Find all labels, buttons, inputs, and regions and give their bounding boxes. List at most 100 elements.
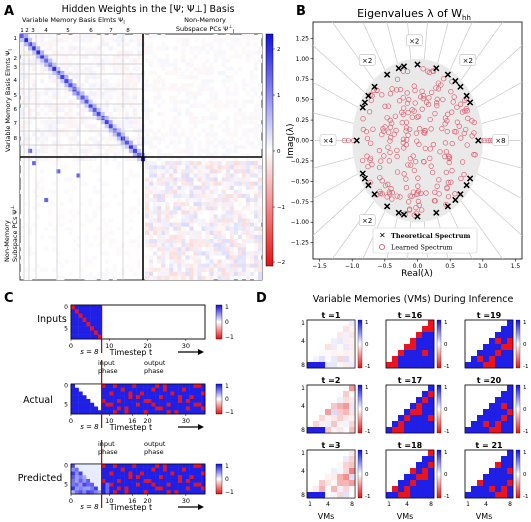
- panel-a-cell: [209, 161, 214, 166]
- panel-c-cell: [178, 384, 183, 388]
- panel-a-cell: [201, 66, 206, 71]
- panel-a-cell: [257, 144, 263, 149]
- panel-c-cell: [120, 475, 125, 480]
- panel-a-cell: [253, 116, 259, 121]
- panel-a-cell: [68, 62, 73, 67]
- panel-a-row-tick: 7: [14, 121, 18, 127]
- panel-d-cell: [319, 350, 326, 357]
- panel-a-cell: [44, 34, 49, 39]
- panel-a-cell: [157, 95, 162, 100]
- panel-a-cell: [72, 34, 77, 39]
- panel-a-cell: [28, 99, 33, 104]
- panel-a-cell: [237, 124, 242, 129]
- panel-c-cell: [174, 402, 179, 407]
- panel-c-colorbar: [215, 463, 223, 495]
- panel-a-cell: [213, 152, 218, 158]
- panel-a-cell: [52, 234, 57, 240]
- panel-a-cell: [237, 263, 242, 268]
- panel-d-cell: [416, 462, 423, 469]
- panel-a-cell: [181, 247, 186, 252]
- panel-a-cell: [44, 124, 49, 129]
- panel-a-cell: [209, 79, 214, 84]
- panel-c-cell: [90, 402, 95, 407]
- panel-a-cell: [32, 161, 37, 166]
- panel-c-cell: [166, 464, 171, 468]
- panel-a-cell: [205, 181, 210, 186]
- panel-a-cell: [161, 169, 166, 174]
- panel-c-cell: [86, 475, 91, 480]
- panel-a-cell: [72, 239, 77, 244]
- panel-a-cell: [100, 124, 105, 129]
- panel-d-cell: [404, 486, 411, 493]
- panel-a-cell: [249, 210, 255, 215]
- panel-c-cell: [90, 410, 95, 415]
- panel-a-cell: [177, 173, 182, 178]
- panel-a-cell: [189, 267, 194, 272]
- panel-a-cell: [197, 148, 202, 153]
- panel-a-cell: [132, 79, 138, 84]
- panel-c-cell: [74, 490, 79, 495]
- panel-d-ytick: 8: [301, 492, 305, 499]
- panel-a-cell: [104, 128, 109, 133]
- panel-a-cell: [64, 66, 69, 71]
- panel-a-cell: [149, 263, 154, 268]
- panel-a-cell: [72, 95, 77, 100]
- panel-a-col-tick: 4: [44, 28, 48, 34]
- panel-c-cell: [147, 387, 152, 392]
- panel-a-cell: [233, 54, 238, 59]
- panel-a-cell: [201, 206, 206, 211]
- panel-c-cell: [124, 479, 129, 483]
- panel-a-cell: [173, 70, 178, 76]
- panel-a-cell: [241, 239, 246, 244]
- panel-a-cell: [76, 38, 81, 43]
- panel-a-row-tick: 2: [14, 56, 18, 62]
- panel-a-cell: [193, 161, 198, 166]
- panel-d-cell: [428, 474, 435, 481]
- panel-a-cell: [189, 193, 194, 199]
- panel-c-xtick: 20: [143, 497, 151, 505]
- panel-d-cb-tick: -1: [444, 429, 449, 435]
- learned-point: [360, 126, 366, 133]
- panel-a-cell: [217, 202, 222, 207]
- panel-a-cell: [245, 83, 250, 88]
- panel-c-cell: [97, 467, 102, 472]
- panel-a-cell: [241, 83, 246, 88]
- panel-a-cell: [241, 214, 246, 219]
- panel-a-cell: [145, 136, 150, 141]
- panel-d-cell: [428, 356, 435, 363]
- panel-c-cell: [139, 490, 144, 495]
- panel-a-cell: [48, 66, 53, 71]
- panel-d-cell: [428, 468, 435, 475]
- panel-d-cell: [422, 391, 429, 398]
- panel-a-cell: [161, 189, 166, 194]
- learned-point: [437, 149, 443, 155]
- panel-a-cell: [48, 202, 53, 207]
- panel-a-cell: [221, 267, 226, 272]
- panel-c-cell: [136, 479, 141, 483]
- panel-a-cell: [213, 234, 218, 240]
- panel-d-cell: [507, 326, 514, 333]
- panel-a-cell: [177, 136, 182, 141]
- panel-a-cell: [80, 62, 85, 67]
- panel-a-cell: [249, 70, 255, 76]
- panel-a-cell: [233, 161, 238, 166]
- panel-a-cell: [68, 230, 73, 235]
- panel-a-cell: [112, 46, 117, 51]
- panel-a-cell: [161, 251, 166, 256]
- panel-d-cell: [319, 480, 326, 487]
- panel-a-cell: [237, 177, 242, 182]
- panel-a-cell: [128, 87, 134, 92]
- panel-c-cell: [97, 326, 102, 331]
- panel-a-cell: [157, 275, 162, 281]
- panel-a-cell: [40, 234, 45, 240]
- panel-c-cell: [78, 467, 83, 472]
- panel-a-cell: [197, 193, 202, 199]
- panel-a-cell: [253, 132, 259, 137]
- panel-d-cell: [495, 397, 502, 404]
- learned-point: [422, 145, 429, 152]
- panel-c-cell: [82, 326, 87, 331]
- legend-theoretical-marker: ✕: [379, 231, 386, 240]
- panel-a-cell: [56, 251, 61, 256]
- panel-a-cell: [221, 54, 226, 59]
- panel-a-cell: [108, 91, 113, 96]
